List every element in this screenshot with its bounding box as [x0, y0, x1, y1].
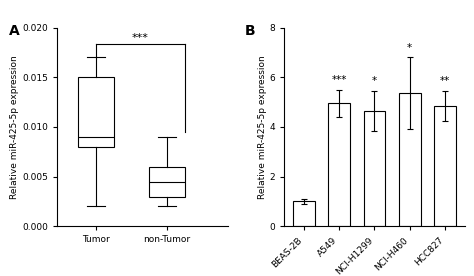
Text: *: *	[407, 43, 412, 53]
Y-axis label: Relative miR-425-5p expression: Relative miR-425-5p expression	[258, 55, 267, 199]
Y-axis label: Relative miR-425-5p expression: Relative miR-425-5p expression	[10, 55, 19, 199]
Text: *: *	[372, 76, 377, 86]
Bar	[293, 201, 315, 226]
Text: **: **	[440, 76, 450, 86]
Bar	[328, 104, 350, 226]
Bar	[149, 167, 185, 197]
Text: B: B	[245, 24, 255, 38]
Bar	[434, 106, 456, 226]
Bar	[78, 77, 114, 147]
Bar	[399, 93, 421, 226]
Text: ***: ***	[132, 33, 148, 43]
Text: A: A	[9, 24, 20, 38]
Text: ***: ***	[331, 75, 347, 85]
Bar	[364, 111, 385, 226]
